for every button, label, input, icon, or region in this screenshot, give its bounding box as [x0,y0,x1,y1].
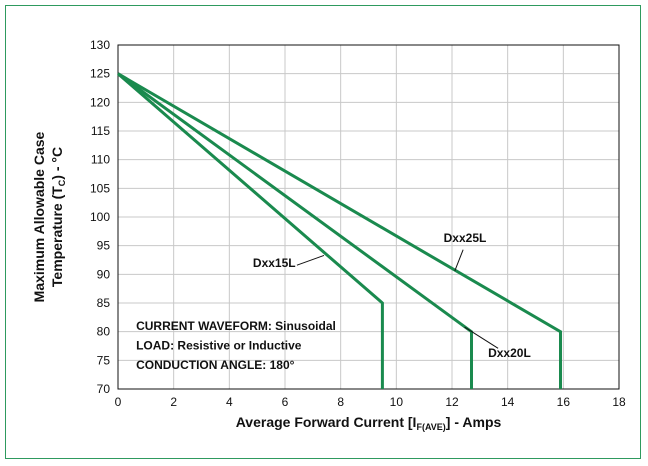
leader-dxx25l [454,249,464,272]
x-tick-label: 0 [115,395,122,409]
y-tick-label: 85 [97,296,111,310]
x-tick-label: 18 [612,395,626,409]
series-label-dxx20l: Dxx20L [488,346,531,360]
y-tick-label: 120 [90,95,110,109]
x-tick-labels: 0 2 4 6 8 10 12 14 16 18 [115,395,626,409]
y-tick-label: 70 [97,382,111,396]
x-tick-label: 14 [501,395,515,409]
x-tick-label: 8 [337,395,344,409]
x-tick-label: 6 [282,395,289,409]
y-tick-label: 90 [97,267,111,281]
y-tick-label: 100 [90,210,110,224]
note-conduction-angle: CONDUCTION ANGLE: 180° [136,358,295,372]
y-tick-label: 105 [90,181,110,195]
y-axis-title-line2: Temperature (TC) - °C [49,147,67,287]
x-tick-label: 4 [226,395,233,409]
x-tick-label: 10 [390,395,404,409]
series-label-dxx25l: Dxx25L [444,231,487,245]
label-leaders [296,249,499,349]
x-tick-label: 16 [557,395,571,409]
y-axis-title-line1: Maximum Allowable Case [31,131,47,302]
y-tick-label: 115 [91,124,110,138]
series-line-dxx15l [117,72,384,389]
note-load: LOAD: Resistive or Inductive [136,338,302,352]
y-axis-title: Maximum Allowable Case Temperature (TC) … [31,131,67,302]
series-label-dxx15l: Dxx15L [253,256,296,270]
y-tick-label: 75 [97,353,111,367]
series-line-dxx25l [117,72,562,389]
y-tick-labels: 70 75 80 85 90 95 100 105 110 115 120 125 130 [90,38,110,396]
x-axis-title: Average Forward Current [IF(AVE)] - Amps [236,414,502,432]
x-tick-label: 2 [170,395,177,409]
y-tick-label: 80 [97,325,111,339]
derating-chart: 0 2 4 6 8 10 12 14 16 18 70 75 80 85 90 95 100 105 110 115… [31,38,626,432]
y-axis-title-line2-head: Temperature (T [49,186,65,287]
note-waveform: CURRENT WAVEFORM: Sinusoidal [136,319,336,333]
y-axis-title-line2-sub: C [57,179,67,186]
x-axis-title-head: Average Forward Current [I [236,414,417,430]
y-tick-label: 95 [97,239,111,253]
x-axis-title-tail: ] - Amps [446,414,502,430]
y-tick-label: 125 [90,67,110,81]
chart-frame: 0 2 4 6 8 10 12 14 16 18 70 75 80 85 90 95 100 105 110 115… [5,5,641,459]
y-tick-label: 110 [91,153,110,167]
leader-dxx15l [296,254,325,266]
plot-border [117,44,620,390]
x-axis-title-sub: F(AVE) [416,422,445,432]
y-axis-title-line2-tail: ) - °C [49,147,65,180]
x-tick-label: 12 [445,395,459,409]
grid [118,45,619,389]
leader-dxx20l [464,326,499,349]
y-tick-label: 130 [90,38,110,52]
